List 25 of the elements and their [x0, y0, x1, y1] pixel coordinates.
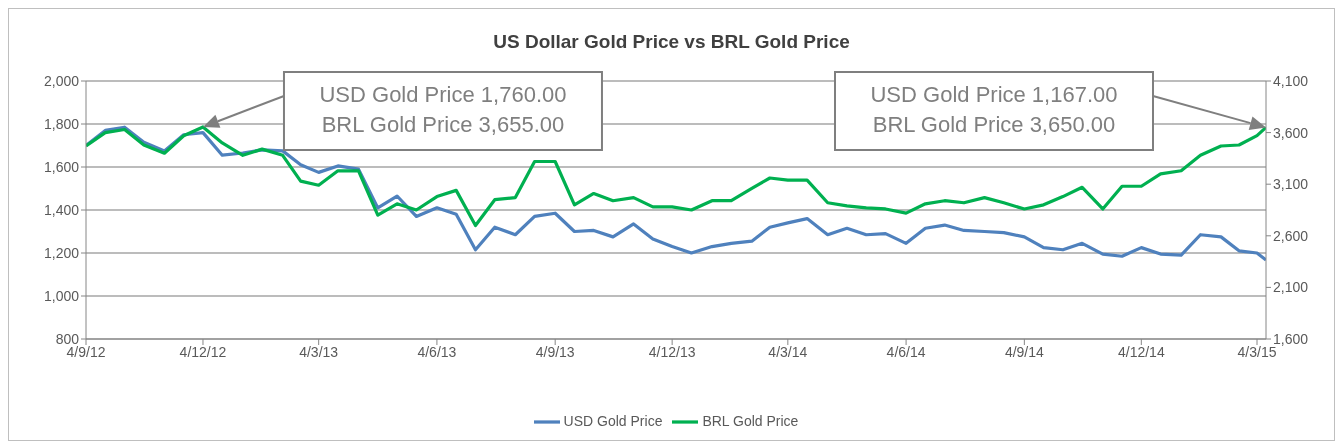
- y2-tick-label: 3,600: [1273, 124, 1309, 141]
- x-tick-label: 4/12/12: [179, 343, 227, 360]
- x-tick-label: 4/6/13: [417, 343, 457, 360]
- y2-tick-label: 2,600: [1273, 227, 1309, 244]
- y-tick-label: 1,000: [43, 287, 80, 304]
- annotation: USD Gold Price 1,167.00 BRL Gold Price 3,650.00: [870, 82, 1118, 137]
- x-tick-label: 4/12/13: [648, 343, 696, 360]
- x-tick-label: 4/6/14: [886, 343, 926, 360]
- y-tick-label: 1,600: [43, 158, 80, 175]
- y2-tick-label: 3,100: [1273, 176, 1309, 193]
- annotation: USD Gold Price 1,760.00 BRL Gold Price 3,655.00: [319, 82, 567, 137]
- x-tick-label: 4/12/14: [1117, 343, 1165, 360]
- y-tick-label: 1,400: [43, 201, 80, 218]
- y2-tick-label: 2,100: [1273, 279, 1309, 296]
- legend-label: BRL Gold Price: [702, 412, 799, 429]
- legend-label: USD Gold Price: [563, 412, 663, 429]
- y-tick-label: 2,000: [43, 72, 80, 89]
- x-tick-label: 4/3/14: [768, 343, 808, 360]
- y2-tick-label: 4,100: [1273, 72, 1309, 89]
- y-tick-label: 1,800: [43, 115, 80, 132]
- x-tick-label: 4/9/14: [1004, 343, 1045, 360]
- chart-title: US Dollar Gold Price vs BRL Gold Price: [492, 31, 851, 53]
- x-tick-label: 4/9/13: [535, 343, 575, 360]
- x-tick-label: 4/3/13: [299, 343, 339, 360]
- y-tick-label: 1,200: [43, 244, 80, 261]
